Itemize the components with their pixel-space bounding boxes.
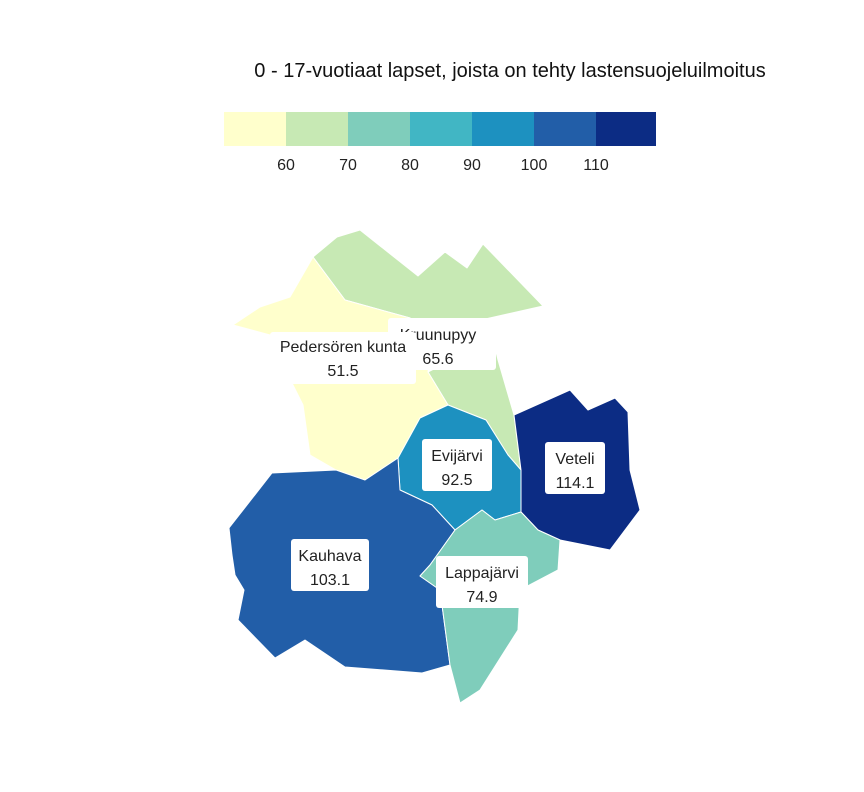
label-box bbox=[436, 556, 528, 608]
legend-swatch-1 bbox=[224, 112, 286, 146]
legend-swatch-4 bbox=[410, 112, 472, 146]
legend-tick-100: 100 bbox=[521, 157, 548, 174]
legend-tick-80: 80 bbox=[401, 157, 419, 174]
region-label-pedersoren-kunta: Pedersören kunta 51.5 bbox=[270, 332, 416, 384]
region-label-lappajarvi: Lappajärvi 74.9 bbox=[436, 556, 528, 608]
region-name: Veteli bbox=[555, 451, 594, 468]
legend-tick-70: 70 bbox=[339, 157, 357, 174]
label-box bbox=[422, 439, 492, 491]
label-box bbox=[291, 539, 369, 591]
label-box bbox=[545, 442, 605, 494]
region-label-evijarvi: Evijärvi 92.5 bbox=[422, 439, 492, 491]
region-name: Pedersören kunta bbox=[280, 339, 406, 356]
region-name: Evijärvi bbox=[431, 448, 483, 465]
legend-tick-110: 110 bbox=[583, 157, 609, 174]
map-title: 0 - 17-vuotiaat lapset, joista on tehty … bbox=[254, 60, 765, 82]
region-value: 114.1 bbox=[556, 475, 595, 492]
region-name: Kruunupyy bbox=[400, 327, 477, 344]
legend-swatch-6 bbox=[534, 112, 596, 146]
label-box bbox=[270, 332, 416, 384]
region-name: Lappajärvi bbox=[445, 565, 519, 582]
legend-tick-60: 60 bbox=[277, 157, 295, 174]
legend-swatch-3 bbox=[348, 112, 410, 146]
region-value: 51.5 bbox=[327, 363, 358, 380]
region-value: 92.5 bbox=[441, 472, 472, 489]
region-label-veteli: Veteli 114.1 bbox=[545, 442, 605, 494]
color-legend: 60 70 80 90 100 110 bbox=[224, 112, 656, 174]
legend-tick-90: 90 bbox=[463, 157, 481, 174]
legend-swatch-5 bbox=[472, 112, 534, 146]
region-name: Kauhava bbox=[298, 548, 361, 565]
region-value: 103.1 bbox=[310, 572, 350, 589]
region-value: 74.9 bbox=[466, 589, 497, 606]
region-value: 65.6 bbox=[422, 351, 453, 368]
region-label-kauhava: Kauhava 103.1 bbox=[291, 539, 369, 591]
legend-swatch-7 bbox=[596, 112, 656, 146]
legend-swatch-2 bbox=[286, 112, 348, 146]
